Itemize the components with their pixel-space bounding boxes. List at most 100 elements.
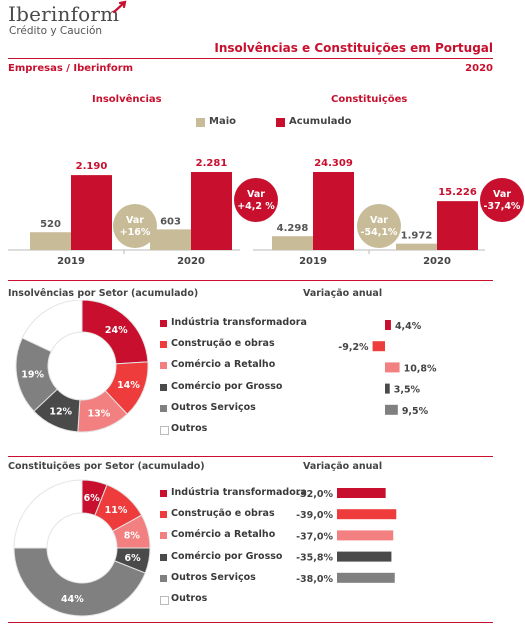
insolvencies-variation-bars: 4,4% -9,2% 10,8% 3,5% 9,5%	[338, 320, 437, 417]
variation-bar-label: -35,8%	[296, 553, 333, 564]
donut-slice-label: 19%	[21, 369, 44, 380]
variation-bar	[385, 320, 391, 330]
donut-slice-label: 8%	[124, 531, 141, 542]
logo-mark-icon	[112, 0, 127, 14]
variation-bar-label: -32,0%	[296, 489, 333, 500]
bar-month-label: 1.972	[401, 231, 433, 242]
insolvencies-sector-title: Insolvências por Setor (acumulado)	[8, 288, 199, 299]
legend-label: Comércio por Grosso	[171, 380, 283, 392]
category-label: 2019	[299, 256, 327, 267]
donut-slice	[21, 300, 83, 353]
variation-badge-cumulative	[234, 178, 278, 222]
variation-bar-label: 4,4%	[395, 321, 422, 332]
variation-bar	[337, 530, 394, 541]
category-label: 2020	[423, 256, 451, 267]
divider	[8, 280, 493, 281]
bar-cumulative	[191, 172, 232, 250]
variation-bar	[337, 572, 395, 583]
variation-badge-cumulative	[480, 178, 524, 222]
variation-bar-label: -37,0%	[296, 531, 333, 542]
brand-logo-text: Iberinform	[8, 2, 120, 26]
legend-swatch	[160, 320, 167, 327]
legend-label: Outros Serviços	[171, 401, 256, 413]
legend-swatch	[160, 532, 167, 540]
variation-badge-month-label: Var	[126, 215, 144, 226]
legend-label: Indústria transformadora	[171, 317, 307, 328]
divider	[8, 58, 493, 59]
variation-bar-label: 9,5%	[402, 406, 429, 417]
page-title: Insolvências e Constituições em Portugal	[214, 41, 493, 55]
legend-swatch	[160, 341, 167, 349]
insolvencies-title: Insolvências	[92, 94, 162, 105]
period-label: 2020	[465, 63, 493, 74]
variation-badge-cumulative-value: -37,4%	[484, 201, 521, 212]
bar-cumulative-label: 15.226	[438, 187, 477, 198]
bar-cumulative-label: 24.309	[314, 158, 353, 169]
constitutions-sector-title: Constituições por Setor (acumulado)	[8, 461, 205, 472]
constitutions-title: Constituições	[331, 94, 408, 105]
legend-swatch	[160, 553, 167, 561]
variation-bar-label: 10,8%	[404, 363, 437, 374]
category-label: 2019	[57, 256, 85, 267]
variation-badge-cumulative-label: Var	[247, 189, 265, 200]
variation-bar	[337, 551, 392, 562]
donut-slice	[13, 479, 83, 549]
divider	[8, 456, 493, 457]
variation-badge-month-value: -54,1%	[361, 227, 398, 238]
legend-swatch	[160, 362, 167, 370]
donut-slice-label: 24%	[105, 325, 128, 336]
brand-logo: Iberinform	[8, 2, 119, 26]
legend-label: Comércio por Grosso	[171, 550, 283, 562]
insolvencies-sector-donut: 24% 14% 13% 12% 19%	[15, 300, 149, 433]
variation-bar-label: 3,5%	[394, 385, 421, 396]
variation-bar-label: -38,0%	[296, 574, 333, 585]
bar-cumulative-label: 2.281	[196, 158, 228, 169]
legend-label: Comércio a Retalho	[171, 359, 276, 371]
donut-slice-label: 44%	[61, 594, 84, 605]
legend-label: Indústria transformadora	[171, 487, 307, 498]
variation-bar	[337, 488, 386, 498]
source-label: Empresas / Iberinform	[8, 63, 134, 74]
variation-badge-month	[113, 204, 157, 248]
variation-bar	[337, 509, 397, 520]
donut-slice-label: 14%	[117, 380, 140, 391]
variation-bar-label: -39,0%	[296, 510, 333, 521]
legend-swatch	[160, 383, 167, 391]
variation-badge-month	[357, 204, 401, 248]
legend-label-cumulative: Acumulado	[289, 116, 352, 127]
donut-slice-label: 6%	[84, 493, 101, 504]
legend-label: Outros	[171, 593, 208, 604]
variation-badge-month-label: Var	[370, 215, 388, 226]
variation-badge-cumulative-value: +4,2 %	[237, 201, 275, 212]
donut-slice-label: 13%	[88, 409, 111, 420]
bar-month	[150, 229, 191, 250]
legend-swatch	[160, 596, 169, 605]
variation-bar	[385, 362, 400, 373]
bar-month-label: 603	[160, 216, 181, 227]
donut-slice-label: 6%	[125, 553, 142, 564]
legend-swatch	[160, 490, 167, 497]
category-label: 2020	[177, 256, 205, 267]
legend-swatch	[160, 404, 167, 412]
bar-cumulative	[437, 201, 478, 250]
brand-subtitle: Crédito y Caución	[9, 25, 103, 37]
bar-cumulative-label: 2.190	[76, 161, 108, 172]
legend-swatch	[160, 426, 169, 435]
donut-slice	[13, 547, 146, 617]
constitutions-sector-donut: 6% 11% 8% 6% 44%	[13, 479, 151, 617]
legend-label-month: Maio	[209, 116, 236, 127]
bar-month	[30, 232, 71, 250]
legend-swatch-month	[196, 118, 205, 127]
variation-bar	[372, 341, 385, 352]
legend-swatch	[160, 574, 167, 582]
bar-month-label: 520	[40, 219, 61, 230]
legend-swatch	[160, 511, 167, 519]
divider	[8, 622, 493, 623]
variation-bar-label: -9,2%	[338, 342, 369, 353]
bar-cumulative	[313, 172, 354, 250]
variation-bar	[385, 383, 390, 394]
legend-label: Outros	[171, 423, 208, 434]
donut-slice-label: 12%	[49, 407, 72, 418]
bar-month-label: 4.298	[277, 223, 309, 234]
